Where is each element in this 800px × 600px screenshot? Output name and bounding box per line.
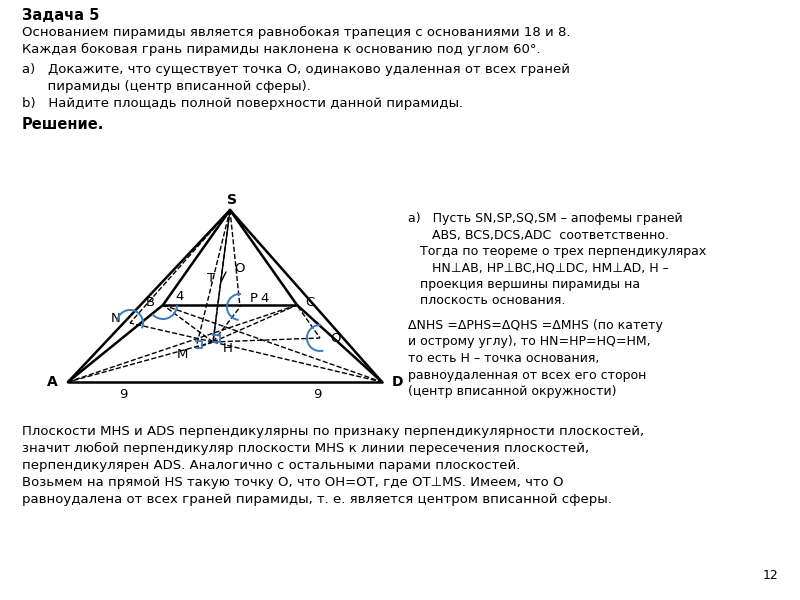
Text: H: H (223, 341, 233, 355)
Text: M: M (177, 347, 188, 361)
Text: D: D (392, 375, 403, 389)
Text: 4: 4 (261, 292, 269, 305)
Text: O: O (234, 263, 245, 275)
Text: T: T (207, 272, 215, 286)
Text: HN⊥AB, HP⊥BC,HQ⊥DC, HM⊥AD, H –: HN⊥AB, HP⊥BC,HQ⊥DC, HM⊥AD, H – (408, 262, 669, 275)
Text: ΔNHS =ΔPHS=ΔQHS =ΔMHS (по катету: ΔNHS =ΔPHS=ΔQHS =ΔMHS (по катету (408, 319, 663, 332)
Text: N: N (110, 313, 120, 325)
Text: проекция вершины пирамиды на: проекция вершины пирамиды на (408, 278, 640, 291)
Text: пирамиды (центр вписанной сферы).: пирамиды (центр вписанной сферы). (22, 80, 311, 93)
Text: то есть H – точка основания,: то есть H – точка основания, (408, 352, 599, 365)
Text: и острому углу), то HN=HP=HQ=HM,: и острому углу), то HN=HP=HQ=HM, (408, 335, 650, 349)
Text: ABS, BCS,DCS,ADC  соответственно.: ABS, BCS,DCS,ADC соответственно. (408, 229, 669, 241)
Text: P: P (250, 292, 258, 305)
Text: Q: Q (330, 331, 341, 344)
Text: b)   Найдите площадь полной поверхности данной пирамиды.: b) Найдите площадь полной поверхности да… (22, 97, 463, 110)
Text: 12: 12 (762, 569, 778, 582)
Text: A: A (47, 375, 58, 389)
Text: Возьмем на прямой HS такую точку О, что ОН=ОТ, где ОТ⊥MS. Имеем, что О: Возьмем на прямой HS такую точку О, что … (22, 476, 563, 489)
Text: перпендикулярен ADS. Аналогично с остальными парами плоскостей.: перпендикулярен ADS. Аналогично с осталь… (22, 459, 520, 472)
Text: Основанием пирамиды является равнобокая трапеция с основаниями 18 и 8.: Основанием пирамиды является равнобокая … (22, 26, 570, 39)
Text: значит любой перпендикуляр плоскости MHS к линии пересечения плоскостей,: значит любой перпендикуляр плоскости MHS… (22, 442, 589, 455)
Text: Тогда по теореме о трех перпендикулярах: Тогда по теореме о трех перпендикулярах (408, 245, 706, 258)
Text: B: B (146, 295, 155, 308)
Text: равноудаленная от всех его сторон: равноудаленная от всех его сторон (408, 368, 646, 382)
Text: C: C (305, 295, 314, 308)
Text: a)   Пусть SN,SP,SQ,SM – апофемы граней: a) Пусть SN,SP,SQ,SM – апофемы граней (408, 212, 682, 225)
Text: S: S (227, 193, 237, 207)
Text: a)   Докажите, что существует точка О, одинаково удаленная от всех граней: a) Докажите, что существует точка О, оди… (22, 63, 570, 76)
Text: равноудалена от всех граней пирамиды, т. е. является центром вписанной сферы.: равноудалена от всех граней пирамиды, т.… (22, 493, 612, 506)
Text: Решение.: Решение. (22, 117, 104, 132)
Text: (центр вписанной окружности): (центр вписанной окружности) (408, 385, 617, 398)
Text: 4: 4 (176, 290, 184, 304)
Text: Плоскости MHS и ADS перпендикулярны по признаку перпендикулярности плоскостей,: Плоскости MHS и ADS перпендикулярны по п… (22, 425, 644, 438)
Text: Каждая боковая грань пирамиды наклонена к основанию под углом 60°.: Каждая боковая грань пирамиды наклонена … (22, 43, 541, 56)
Text: плоскость основания.: плоскость основания. (408, 295, 566, 307)
Text: Задача 5: Задача 5 (22, 8, 99, 23)
Text: 9: 9 (119, 388, 127, 401)
Text: 9: 9 (313, 388, 321, 401)
